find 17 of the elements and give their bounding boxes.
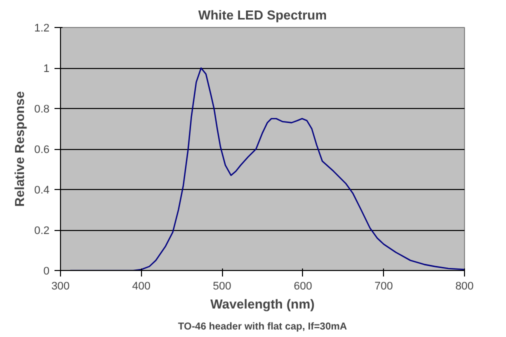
- y-tick-label: 0.2: [34, 225, 50, 237]
- y-tick-label: 1: [43, 63, 50, 75]
- y-tick-label: 0.8: [34, 104, 50, 116]
- x-tick-label: 400: [132, 280, 150, 292]
- x-tick-label: 600: [294, 280, 312, 292]
- x-axis-title: Wavelength (nm): [210, 296, 315, 312]
- x-tick-label: 500: [212, 280, 232, 292]
- y-tick-label: 0.6: [34, 144, 50, 156]
- text: TO-46 header with flat cap, If=30mA: [178, 322, 348, 332]
- x-tick-label: 300: [51, 280, 70, 292]
- y-axis-title: Relative Response: [12, 91, 28, 207]
- y-tick-label: 0.4: [34, 184, 50, 196]
- y-tick-label: 1.2: [34, 22, 50, 34]
- x-tick-label: 700: [374, 280, 393, 292]
- chart-title: White LED Spectrum: [198, 8, 327, 22]
- y-tick-label: 0: [43, 266, 50, 278]
- x-tick-label: 800: [455, 280, 474, 292]
